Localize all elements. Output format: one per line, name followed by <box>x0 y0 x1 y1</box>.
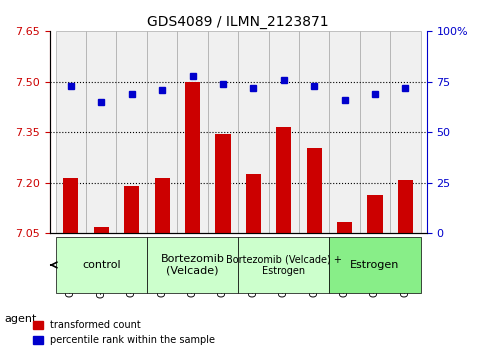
Text: Estrogen: Estrogen <box>350 260 399 270</box>
Bar <box>94 227 109 233</box>
Bar <box>390 32 421 233</box>
Bar <box>238 32 269 233</box>
Bar <box>56 32 86 233</box>
FancyBboxPatch shape <box>238 236 329 293</box>
Bar <box>155 178 170 233</box>
Bar <box>360 32 390 233</box>
Bar <box>185 82 200 233</box>
Bar <box>307 148 322 233</box>
Bar <box>215 134 230 233</box>
Bar <box>368 195 383 233</box>
Bar <box>86 32 116 233</box>
Text: Bortezomib
(Velcade): Bortezomib (Velcade) <box>160 254 225 276</box>
Bar <box>329 32 360 233</box>
Bar <box>208 32 238 233</box>
Bar <box>299 32 329 233</box>
Bar <box>337 222 352 233</box>
Bar <box>177 32 208 233</box>
Text: control: control <box>82 260 121 270</box>
Text: agent: agent <box>5 314 37 324</box>
Bar <box>276 127 291 233</box>
Title: GDS4089 / ILMN_2123871: GDS4089 / ILMN_2123871 <box>147 15 329 29</box>
Bar <box>398 179 413 233</box>
Text: Bortezomib (Velcade) +
Estrogen: Bortezomib (Velcade) + Estrogen <box>226 254 341 276</box>
Bar <box>246 175 261 233</box>
Bar <box>63 178 78 233</box>
Bar <box>269 32 299 233</box>
FancyBboxPatch shape <box>56 236 147 293</box>
FancyBboxPatch shape <box>329 236 421 293</box>
Bar <box>116 32 147 233</box>
Bar <box>124 186 139 233</box>
FancyBboxPatch shape <box>147 236 238 293</box>
Bar <box>147 32 177 233</box>
Legend: transformed count, percentile rank within the sample: transformed count, percentile rank withi… <box>29 316 219 349</box>
